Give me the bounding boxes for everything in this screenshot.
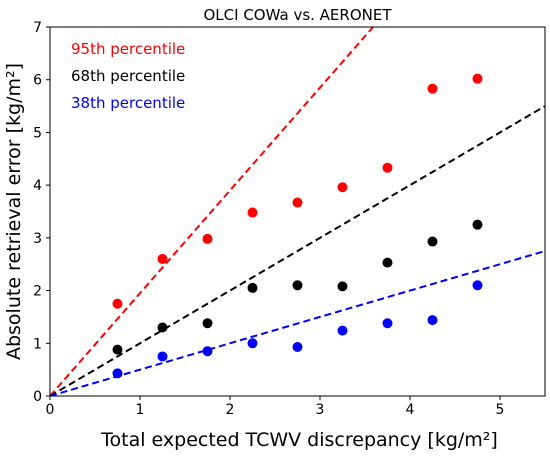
x-tick-label: 5: [496, 402, 505, 418]
data-point: [382, 318, 393, 329]
fit-line-1: [50, 27, 375, 396]
data-point: [337, 281, 348, 292]
data-point: [472, 73, 483, 84]
data-point: [112, 298, 123, 309]
data-point: [382, 162, 393, 173]
y-tick-label: 2: [33, 284, 42, 300]
legend-entry-2: 68th percentile: [71, 67, 185, 85]
x-tick-label: 2: [226, 402, 235, 418]
chart-title: OLCI COWa vs. AERONET: [204, 6, 393, 24]
y-tick-label: 1: [33, 336, 42, 352]
data-point: [427, 83, 438, 94]
fit-line-2: [50, 105, 545, 396]
y-axis-label: Absolute retrieval error [kg/m²]: [3, 63, 25, 360]
data-point: [292, 280, 303, 291]
y-tick-label: 7: [33, 20, 42, 36]
data-point: [247, 338, 258, 349]
x-tick-label: 3: [316, 402, 325, 418]
series-1: [112, 73, 483, 309]
y-tick-label: 4: [33, 178, 42, 194]
data-point: [292, 341, 303, 352]
data-point: [112, 368, 123, 379]
data-point: [202, 318, 213, 329]
data-point: [292, 197, 303, 208]
data-point: [472, 219, 483, 230]
data-point: [157, 322, 168, 333]
data-point: [247, 282, 258, 293]
plot-area: [50, 27, 545, 396]
legend: 95th percentile 68th percentile 38th perce…: [71, 40, 185, 112]
legend-entry-1: 95th percentile: [71, 40, 185, 58]
y-tick-label: 0: [33, 389, 42, 405]
data-point: [247, 207, 258, 218]
data-point: [472, 280, 483, 291]
data-point: [157, 253, 168, 264]
axes: 0 1 2 3 4 5 0 1 2 3 4 5 6 7: [33, 20, 546, 418]
y-tick-label: 3: [33, 231, 42, 247]
plot-frame: [49, 26, 546, 397]
series-2: [112, 219, 483, 355]
x-tick-label: 1: [136, 402, 145, 418]
x-tick-label: 4: [406, 402, 415, 418]
data-point: [382, 257, 393, 268]
data-point: [202, 233, 213, 244]
data-point: [337, 325, 348, 336]
data-point: [427, 315, 438, 326]
data-point: [112, 344, 123, 355]
x-tick-label: 0: [46, 402, 55, 418]
series-3: [112, 280, 483, 379]
legend-entry-3: 38th percentile: [71, 94, 185, 112]
y-tick-label: 5: [33, 125, 42, 141]
data-point: [337, 182, 348, 193]
data-point: [427, 236, 438, 247]
y-tick-label: 6: [33, 73, 42, 89]
x-axis-label: Total expected TCWV discrepancy [kg/m²]: [100, 429, 498, 451]
fit-line-3: [50, 250, 545, 396]
data-point: [202, 346, 213, 357]
data-point: [157, 351, 168, 362]
